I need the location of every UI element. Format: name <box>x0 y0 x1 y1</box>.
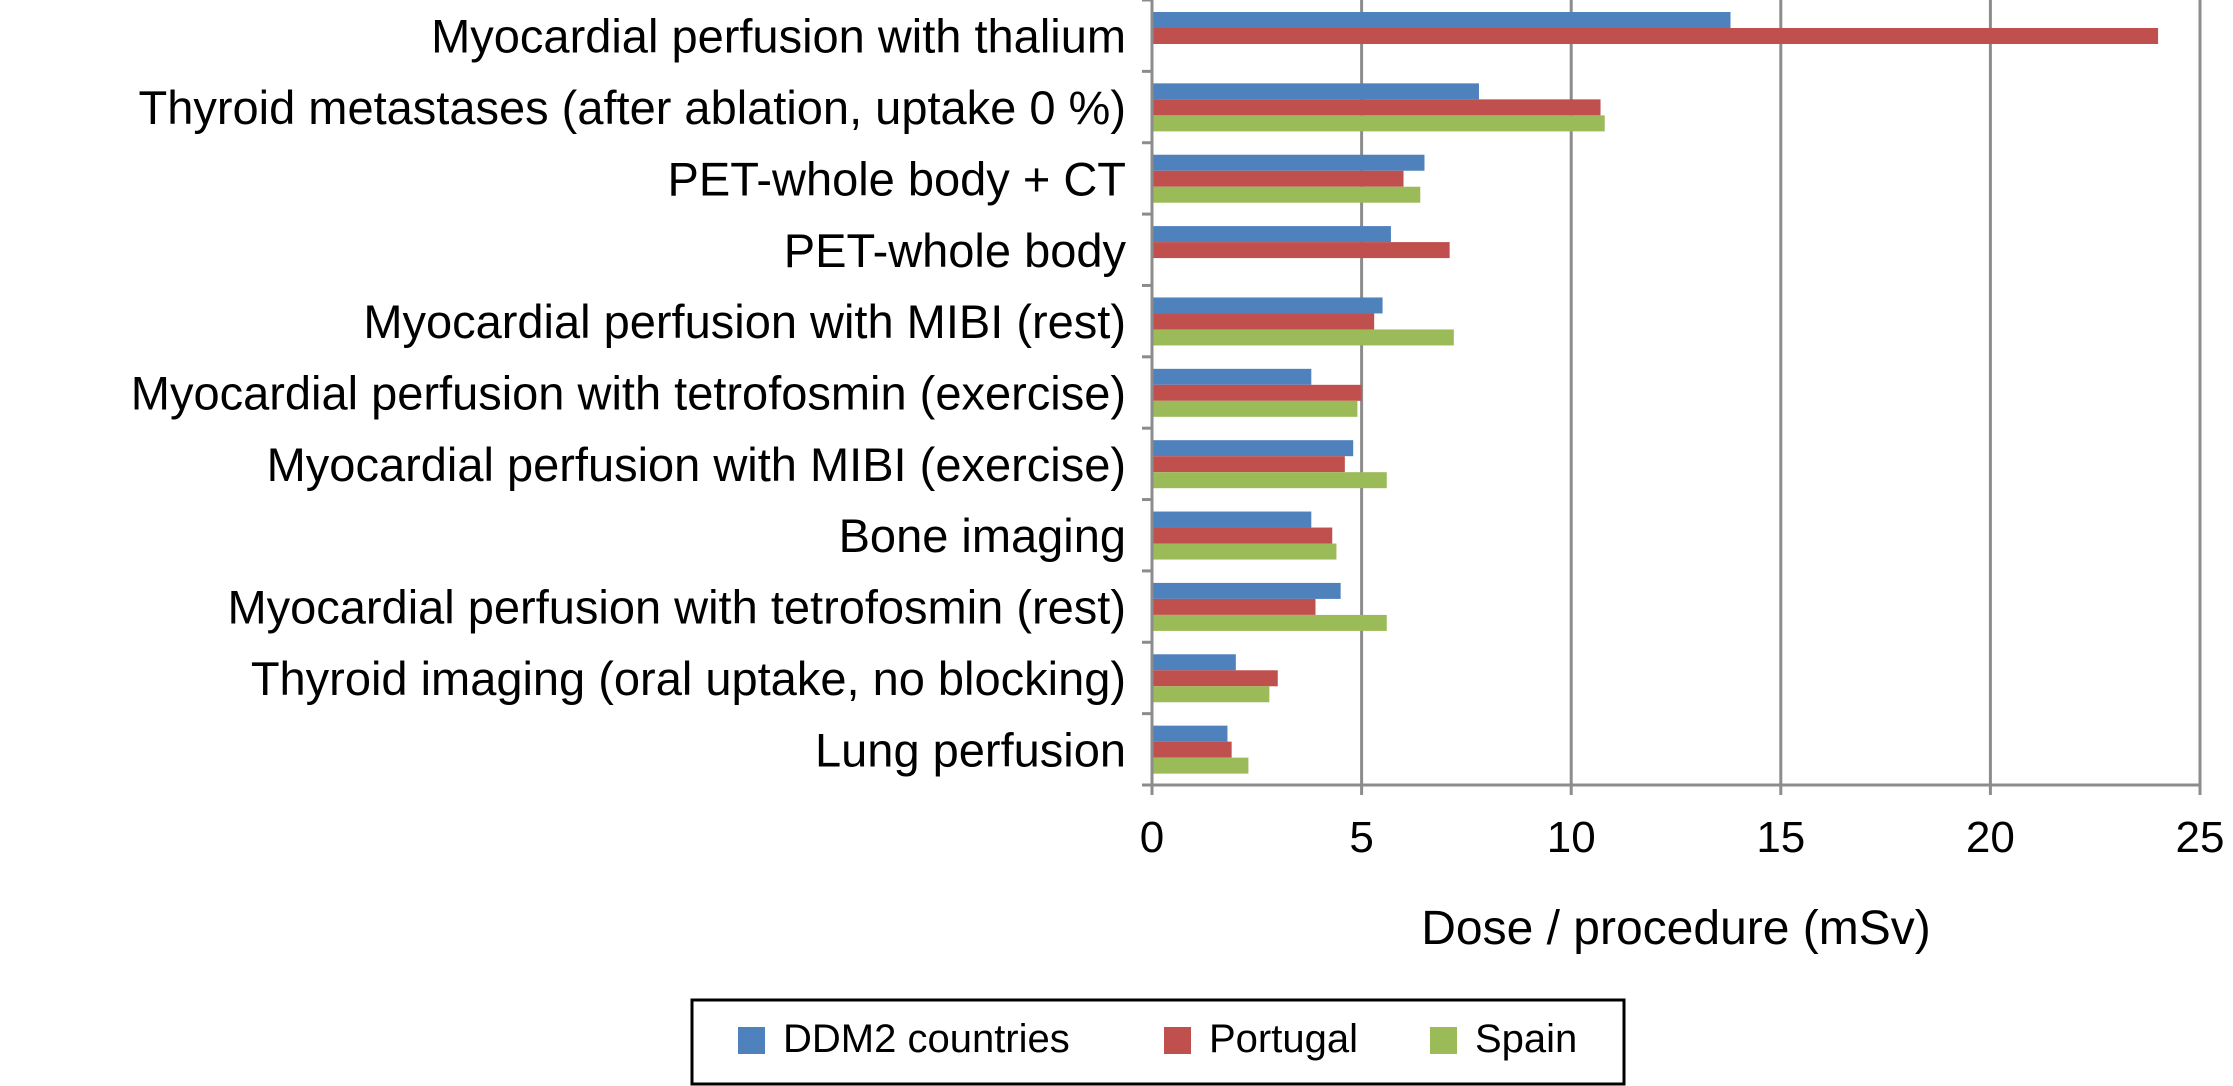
bar-7-1 <box>1152 527 1333 544</box>
legend-label-0: DDM2 countries <box>783 1017 1070 1061</box>
bar-4-1 <box>1152 313 1375 330</box>
bar-9-1 <box>1152 670 1278 687</box>
bar-0-0 <box>1152 12 1731 28</box>
bar-6-0 <box>1152 440 1354 457</box>
category-label-1: Thyroid metastases (after ablation, upta… <box>139 81 1126 134</box>
legend-swatch-2 <box>1430 1027 1457 1054</box>
bar-1-1 <box>1152 99 1601 116</box>
bar-7-2 <box>1152 543 1337 560</box>
axes <box>1142 0 2202 795</box>
x-tick-label-2: 10 <box>1547 813 1596 862</box>
category-label-5: Myocardial perfusion with tetrofosmin (e… <box>131 367 1126 420</box>
category-label-6: Myocardial perfusion with MIBI (exercise… <box>267 438 1126 491</box>
x-tick-label-1: 5 <box>1349 813 1373 862</box>
legend-swatch-0 <box>738 1027 765 1054</box>
x-tick-label-5: 25 <box>2176 813 2225 862</box>
bar-8-2 <box>1152 614 1387 631</box>
bar-1-2 <box>1152 115 1605 132</box>
category-label-9: Thyroid imaging (oral uptake, no blockin… <box>251 652 1126 705</box>
bar-8-0 <box>1152 582 1341 599</box>
bar-10-2 <box>1152 757 1249 774</box>
x-tick-labels: 0 5 10 15 20 25 <box>1140 813 2225 862</box>
category-label-4: Myocardial perfusion with MIBI (rest) <box>363 295 1126 348</box>
category-label-7: Bone imaging <box>839 509 1126 562</box>
bar-3-1 <box>1152 242 1450 259</box>
category-label-0: Myocardial perfusion with thalium <box>431 10 1126 63</box>
bar-5-2 <box>1152 400 1358 417</box>
bar-5-0 <box>1152 368 1312 385</box>
x-tick-label-4: 20 <box>1966 813 2015 862</box>
category-label-8: Myocardial perfusion with tetrofosmin (r… <box>227 581 1126 634</box>
bar-2-1 <box>1152 170 1404 187</box>
bar-9-0 <box>1152 654 1236 671</box>
bar-10-0 <box>1152 725 1228 742</box>
x-tick-label-3: 15 <box>1756 813 1805 862</box>
legend-swatch-1 <box>1164 1027 1191 1054</box>
legend-box <box>690 998 1626 1086</box>
category-label-10: Lung perfusion <box>815 723 1126 776</box>
bar-7-0 <box>1152 511 1312 528</box>
category-labels: Myocardial perfusion with thalium Thyroid… <box>131 10 1127 777</box>
bar-8-1 <box>1152 598 1316 615</box>
bar-3-0 <box>1152 226 1391 243</box>
legend: DDM2 countries Portugal Spain <box>690 998 1626 1086</box>
legend-label-2: Spain <box>1475 1017 1577 1061</box>
bar-10-1 <box>1152 741 1232 758</box>
category-label-2: PET-whole body + CT <box>668 152 1126 205</box>
x-axis-title: Dose / procedure (mSv) <box>1421 902 1931 955</box>
category-label-3: PET-whole body <box>784 224 1127 277</box>
bar-5-1 <box>1152 384 1362 401</box>
bar-0-1 <box>1152 28 2159 44</box>
x-tick-label-0: 0 <box>1140 813 1164 862</box>
bars <box>1152 12 2159 774</box>
bar-1-0 <box>1152 83 1479 100</box>
bar-9-2 <box>1152 686 1270 703</box>
bar-4-0 <box>1152 297 1383 314</box>
bar-2-2 <box>1152 186 1421 203</box>
bar-4-2 <box>1152 329 1454 346</box>
bar-6-1 <box>1152 456 1345 473</box>
bar-6-2 <box>1152 472 1387 489</box>
bar-2-0 <box>1152 154 1425 171</box>
legend-label-1: Portugal <box>1209 1017 1358 1061</box>
